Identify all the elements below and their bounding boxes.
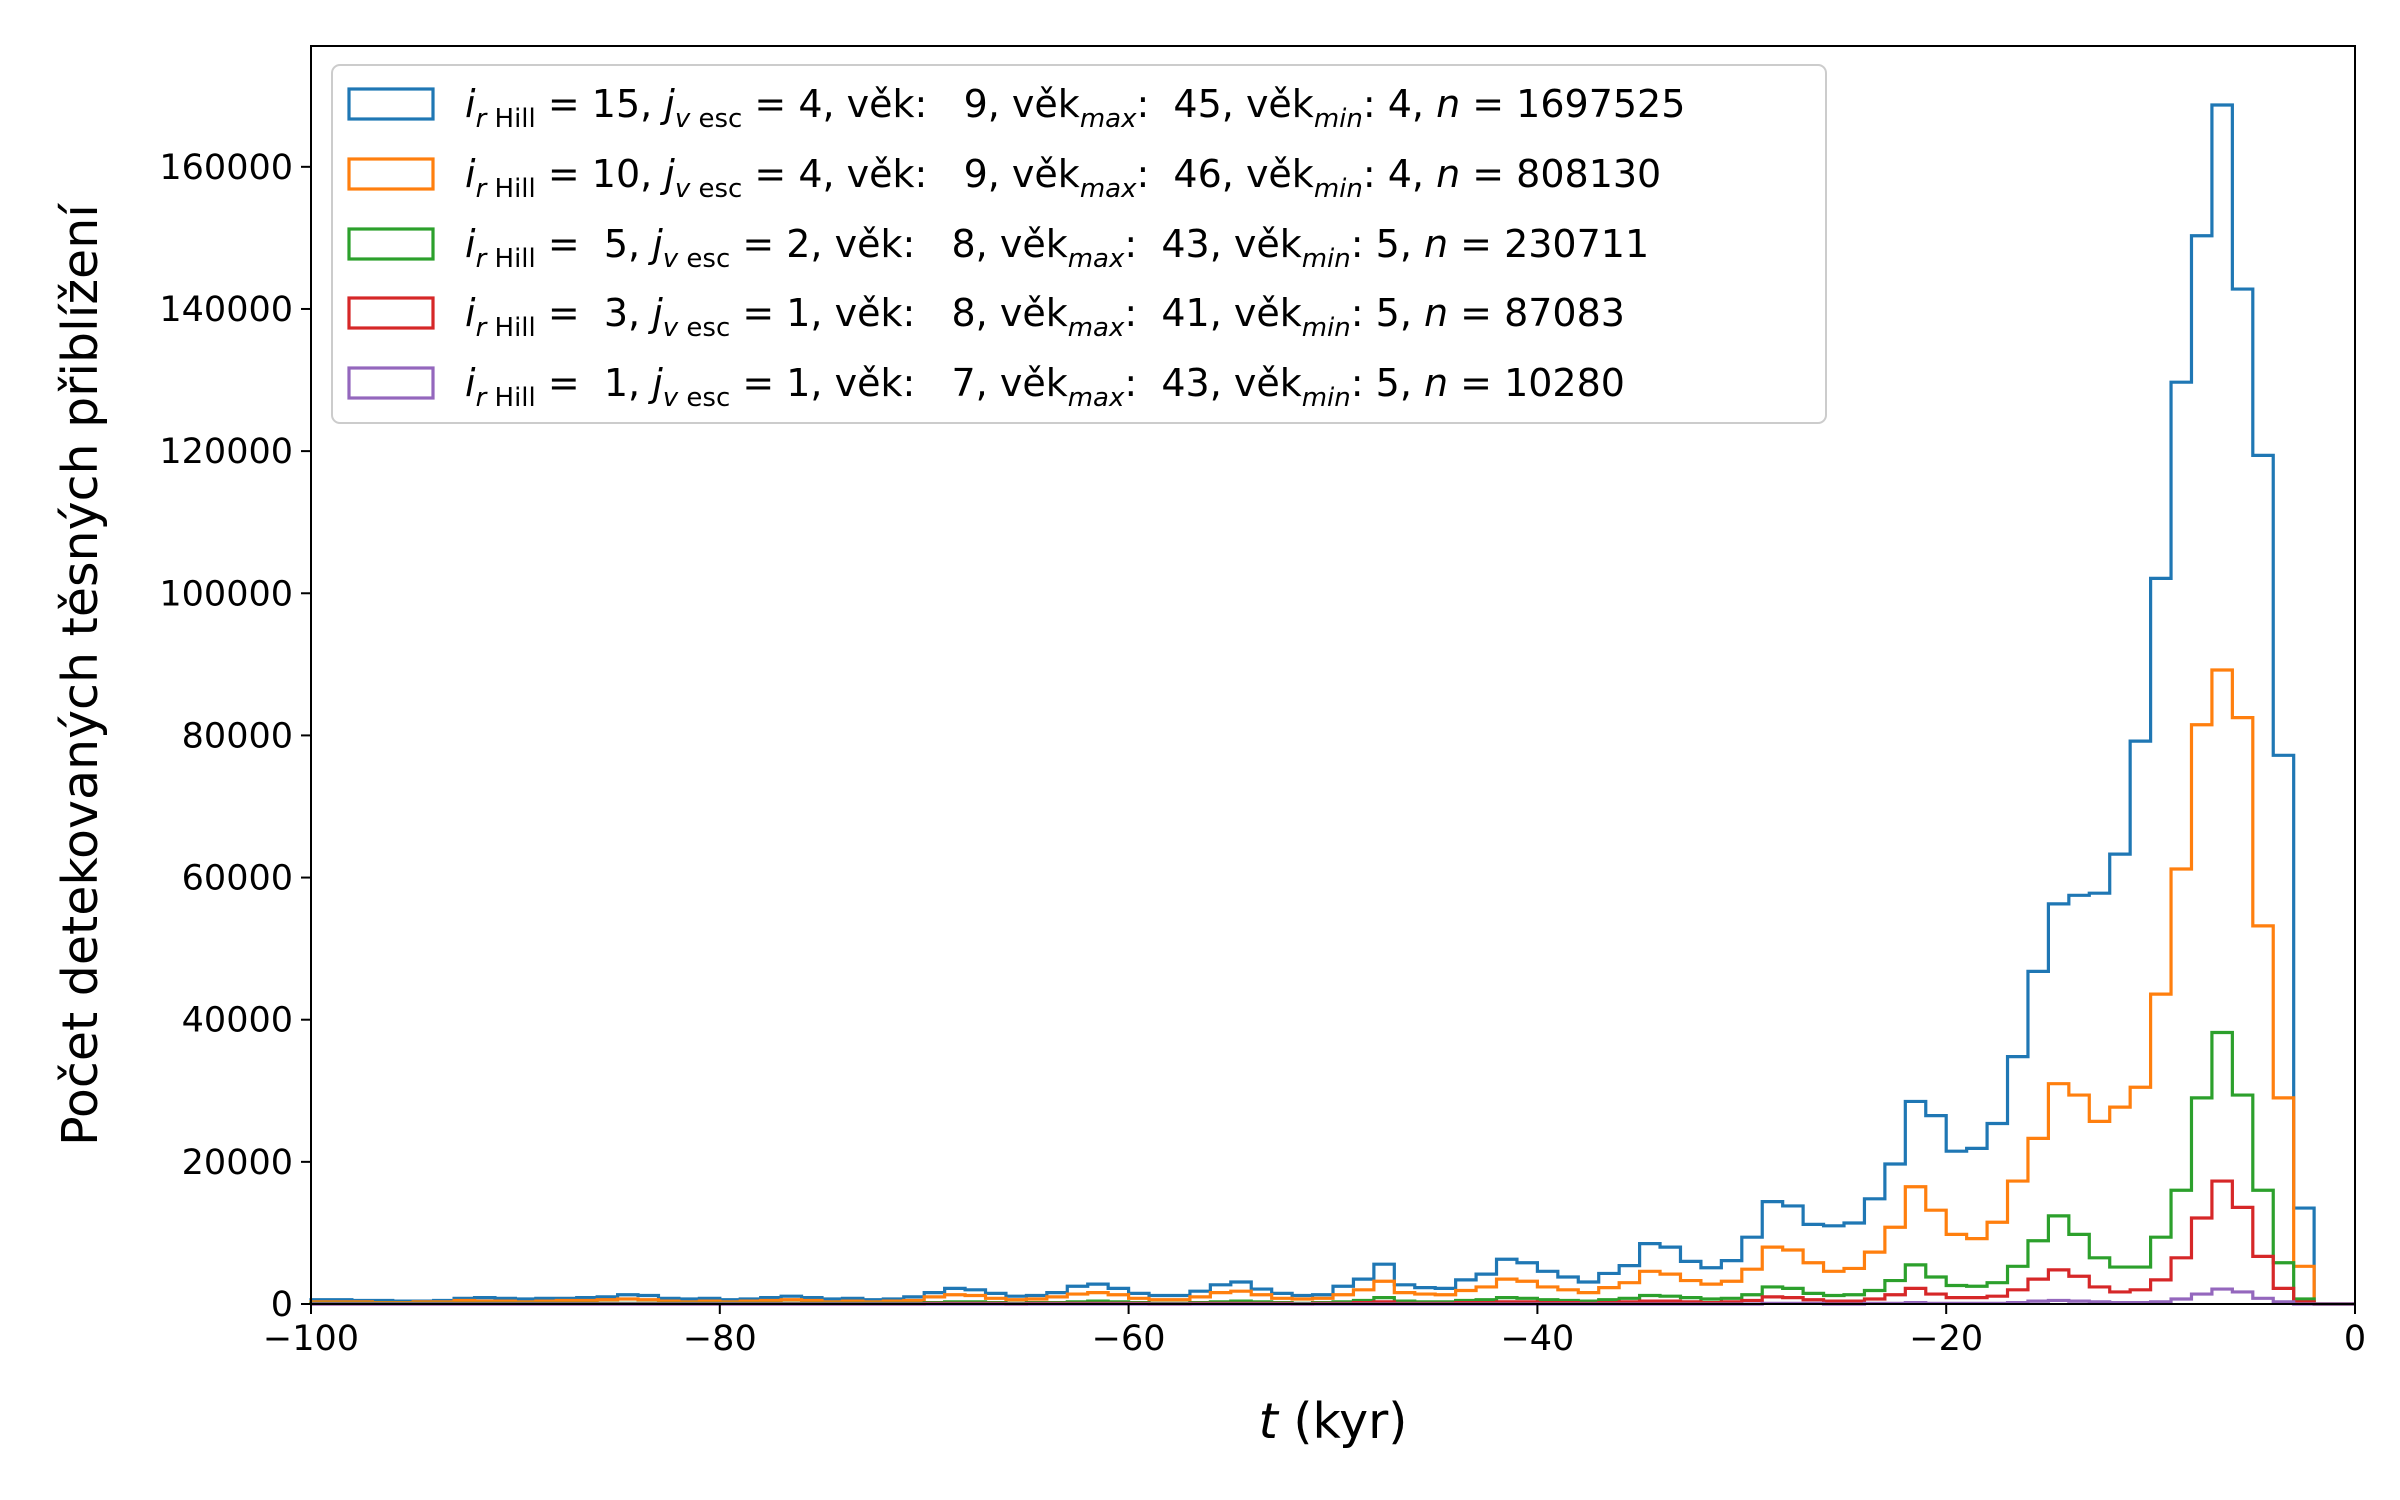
x-tick-label: −40 (1500, 1319, 1574, 1359)
x-axis-label-unit: (kyr) (1278, 1393, 1408, 1450)
legend: ir Hill = 15, jv esc = 4, věk: 9, věkmax… (331, 64, 1827, 424)
y-tick-label: 40000 (182, 1001, 293, 1041)
legend-swatch-5 (347, 366, 435, 400)
x-axis-label-var: t (1259, 1393, 1280, 1450)
y-tick-label: 140000 (159, 290, 293, 330)
y-tick-label: 20000 (182, 1143, 293, 1183)
legend-swatch-2 (347, 157, 435, 191)
x-axis: −100 −80 −60 −40 −20 0 (263, 1304, 2366, 1359)
legend-swatch-3 (347, 227, 435, 261)
legend-label-5: ir Hill = 1, jv esc = 1, věk: 7, věkmax:… (465, 361, 1625, 413)
y-tick-label: 0 (271, 1285, 293, 1325)
legend-entries: ir Hill = 15, jv esc = 4, věk: 9, věkmax… (347, 82, 1685, 413)
y-tick-label: 120000 (159, 432, 293, 472)
legend-swatch-1 (347, 87, 435, 121)
x-tick-label: 0 (2344, 1319, 2366, 1359)
legend-swatch-4 (347, 296, 435, 330)
y-axis-label: Počet detekovaných těsných přiblížení (52, 203, 109, 1146)
legend-label-3: ir Hill = 5, jv esc = 2, věk: 8, věkmax:… (465, 222, 1649, 274)
x-tick-label: −60 (1092, 1319, 1166, 1359)
x-axis-label: t (kyr) (1259, 1393, 1408, 1450)
y-tick-label: 60000 (182, 859, 293, 899)
legend-frame (331, 64, 1827, 424)
axes-frame (310, 45, 2356, 1305)
y-tick-label: 160000 (159, 148, 293, 188)
y-tick-label: 80000 (182, 716, 293, 756)
legend-label-4: ir Hill = 3, jv esc = 1, věk: 8, věkmax:… (465, 291, 1625, 343)
y-tick-label: 100000 (159, 574, 293, 614)
x-tick-label: −20 (1909, 1319, 1983, 1359)
x-tick-label: −100 (263, 1319, 359, 1359)
x-tick-label: −80 (683, 1319, 757, 1359)
series-1-histogram (309, 103, 2355, 1306)
legend-label-1: ir Hill = 15, jv esc = 4, věk: 9, věkmax… (465, 82, 1685, 134)
y-axis: 0 20000 40000 60000 80000 100000 120000 140000 1… (159, 148, 311, 1325)
legend-label-2: ir Hill = 10, jv esc = 4, věk: 9, věkmax… (465, 152, 1661, 204)
